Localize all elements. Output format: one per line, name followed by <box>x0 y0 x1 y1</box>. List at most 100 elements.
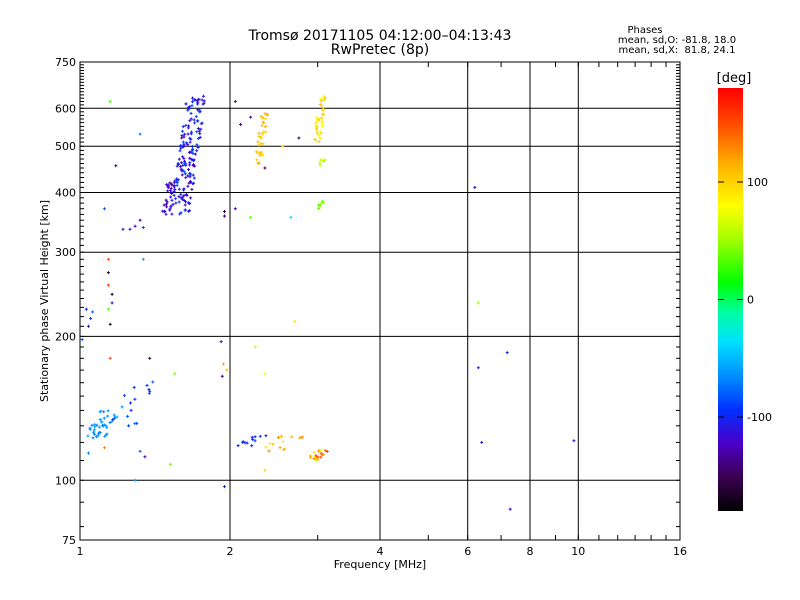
data-point <box>122 394 126 398</box>
data-point <box>268 442 272 446</box>
data-point <box>106 283 110 287</box>
data-point <box>169 195 173 199</box>
data-point <box>320 104 324 108</box>
data-point <box>175 183 179 187</box>
data-point <box>100 420 104 424</box>
data-point <box>172 190 176 193</box>
data-point <box>202 99 206 103</box>
data-point <box>198 132 202 136</box>
data-point <box>106 307 110 311</box>
data-point <box>187 150 191 154</box>
data-point <box>165 202 168 206</box>
data-point <box>148 356 152 360</box>
data-point <box>317 118 321 122</box>
data-point <box>250 444 254 448</box>
y-tick-label: 100 <box>55 474 76 487</box>
data-point <box>179 192 183 196</box>
data-point <box>165 200 169 204</box>
data-point <box>476 301 480 305</box>
data-point <box>317 133 320 137</box>
data-point <box>261 132 265 136</box>
data-point <box>197 110 201 114</box>
data-point <box>319 448 323 452</box>
data-point <box>103 434 107 438</box>
data-point <box>120 405 124 409</box>
data-point <box>319 164 323 167</box>
data-point <box>173 372 177 376</box>
data-point <box>148 390 152 394</box>
data-point <box>257 143 261 147</box>
data-point <box>112 413 116 417</box>
data-point <box>90 423 94 427</box>
data-point <box>168 181 172 185</box>
data-point <box>190 157 194 161</box>
data-point <box>183 172 187 176</box>
data-point <box>133 422 137 425</box>
y-tick-label: 400 <box>55 187 76 200</box>
data-point <box>264 434 268 438</box>
data-point <box>195 143 199 147</box>
y-tick-label: 600 <box>55 102 76 115</box>
grid-lines <box>80 62 680 540</box>
data-point <box>92 428 96 432</box>
data-point <box>106 409 110 413</box>
data-point <box>283 447 287 451</box>
data-point <box>138 218 142 222</box>
data-point <box>191 151 195 155</box>
data-point <box>196 137 200 140</box>
data-point <box>181 129 184 133</box>
data-point <box>319 455 323 459</box>
data-point <box>195 130 199 134</box>
data-point <box>191 173 195 177</box>
data-point <box>165 205 169 209</box>
data-point <box>192 163 195 167</box>
data-point <box>189 179 192 183</box>
data-point <box>236 444 240 448</box>
data-point <box>192 158 196 162</box>
data-point <box>189 196 193 200</box>
data-point <box>187 106 190 110</box>
colorbar-tick-label: -100 <box>747 411 772 424</box>
data-point <box>110 419 114 423</box>
data-point <box>278 446 282 450</box>
data-point <box>177 187 181 191</box>
data-point <box>193 121 197 125</box>
data-point <box>223 210 226 213</box>
data-point <box>314 457 318 461</box>
data-point <box>192 118 196 122</box>
data-point <box>147 388 151 391</box>
data-point <box>178 144 182 148</box>
data-point <box>191 100 194 104</box>
data-point <box>315 116 319 120</box>
data-point <box>199 127 203 131</box>
data-point <box>161 209 165 213</box>
x-tick-label: 1 <box>77 545 84 558</box>
data-point <box>266 113 269 117</box>
data-point <box>301 435 305 439</box>
data-point <box>321 452 325 456</box>
data-point <box>281 440 285 443</box>
data-point <box>263 166 267 170</box>
data-point <box>241 440 245 444</box>
data-point <box>508 507 512 511</box>
data-point <box>199 122 203 126</box>
data-point <box>169 204 173 208</box>
data-point <box>182 135 186 139</box>
data-point <box>188 172 192 176</box>
data-point <box>257 131 261 135</box>
data-point <box>183 203 187 207</box>
data-point <box>297 136 301 140</box>
data-point <box>132 385 136 389</box>
data-point <box>178 149 182 153</box>
data-point <box>164 212 168 216</box>
data-point <box>263 112 267 116</box>
data-point <box>319 98 323 102</box>
data-point <box>171 202 175 206</box>
data-point <box>105 426 109 430</box>
data-point <box>255 158 259 162</box>
data-point <box>141 226 145 229</box>
data-point <box>151 380 155 384</box>
data-point <box>271 442 275 446</box>
x-tick-label: 8 <box>527 545 534 558</box>
data-point <box>245 441 249 445</box>
